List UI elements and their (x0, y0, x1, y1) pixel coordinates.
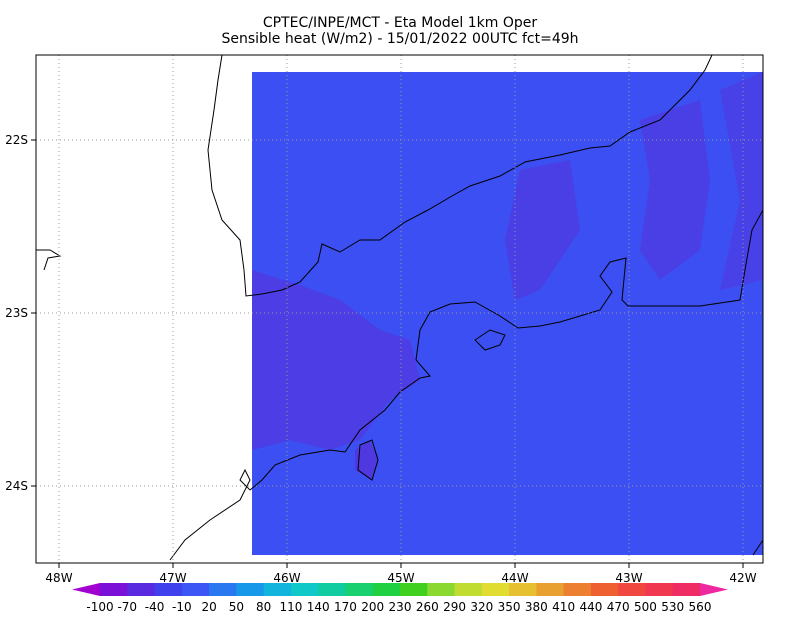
colorbar-box (590, 583, 619, 596)
colorbar-end (72, 583, 100, 596)
border (207, 54, 713, 297)
border (752, 539, 764, 556)
colorbar-label: 230 (389, 600, 412, 614)
colorbar-label: 320 (470, 600, 493, 614)
colorbar-box (645, 583, 674, 596)
patch (252, 270, 420, 450)
colorbar: -100 -70 -40 -10 20 50 80 110 140 170 200 230 260 290… (72, 583, 728, 614)
colorbar-box (454, 583, 483, 596)
subtitle: Sensible heat (W/m2) - 15/01/2022 00UTC … (221, 31, 578, 47)
lon-label: 46W (273, 571, 300, 585)
lat-label: 22S (5, 133, 28, 147)
colorbar-label: 200 (361, 600, 384, 614)
colorbar-label: -100 (86, 600, 113, 614)
colorbar-box (509, 583, 537, 596)
lon-label: 44W (501, 571, 528, 585)
colorbar-box (263, 583, 292, 596)
colorbar-label: 170 (334, 600, 357, 614)
colorbar-label: 440 (579, 600, 602, 614)
patch (355, 440, 378, 480)
title: CPTEC/INPE/MCT - Eta Model 1km Oper (263, 15, 538, 31)
colorbar-label: 110 (279, 600, 302, 614)
colorbar-label: 20 (201, 600, 216, 614)
colorbar-box (181, 583, 210, 596)
grid (31, 55, 763, 568)
lon-label: 42W (729, 571, 756, 585)
patch (505, 160, 580, 300)
colorbar-label: 470 (607, 600, 630, 614)
colorbar-box (209, 583, 237, 596)
colorbar-label: 260 (416, 600, 439, 614)
colorbar-label: 80 (256, 600, 271, 614)
patch (640, 100, 710, 280)
colorbar-label: 380 (525, 600, 548, 614)
lon-label: 48W (45, 571, 72, 585)
colorbar-box (127, 583, 156, 596)
colorbar-box (618, 583, 646, 596)
colorbar-end (700, 583, 728, 596)
coastline (36, 54, 764, 561)
colorbar-box (236, 583, 265, 596)
colorbar-box (154, 583, 183, 596)
colorbar-label: 410 (552, 600, 575, 614)
colorbar-box (345, 583, 374, 596)
colorbar-box (536, 583, 565, 596)
colorbar-box (100, 583, 128, 596)
colorbar-label: -70 (117, 600, 137, 614)
island (357, 439, 379, 481)
coast (169, 209, 764, 561)
colorbar-label: 560 (689, 600, 712, 614)
colorbar-label: 50 (229, 600, 244, 614)
colorbar-box (672, 583, 701, 596)
colorbar-label: 290 (443, 600, 466, 614)
lat-label: 24S (5, 479, 28, 493)
colorbar-label: 350 (498, 600, 521, 614)
colorbar-box (290, 583, 319, 596)
colorbar-box (427, 583, 456, 596)
lon-label: 43W (615, 571, 642, 585)
colorbar-box (563, 583, 592, 596)
colorbar-box (372, 583, 401, 596)
field (252, 72, 763, 555)
border (36, 249, 62, 271)
colorbar-box (400, 583, 428, 596)
island (474, 329, 506, 351)
colorbar-label: -10 (172, 600, 192, 614)
colorbar-box (481, 583, 510, 596)
colorbar-label: 140 (307, 600, 330, 614)
colorbar-label: 500 (634, 600, 657, 614)
lat-label: 23S (5, 306, 28, 320)
lon-label: 47W (159, 571, 186, 585)
colorbar-label: -40 (145, 600, 165, 614)
frame (35, 54, 764, 564)
lon-label: 45W (387, 571, 414, 585)
colorbar-label: 530 (661, 600, 684, 614)
colorbar-box (318, 583, 346, 596)
patch (720, 72, 763, 290)
